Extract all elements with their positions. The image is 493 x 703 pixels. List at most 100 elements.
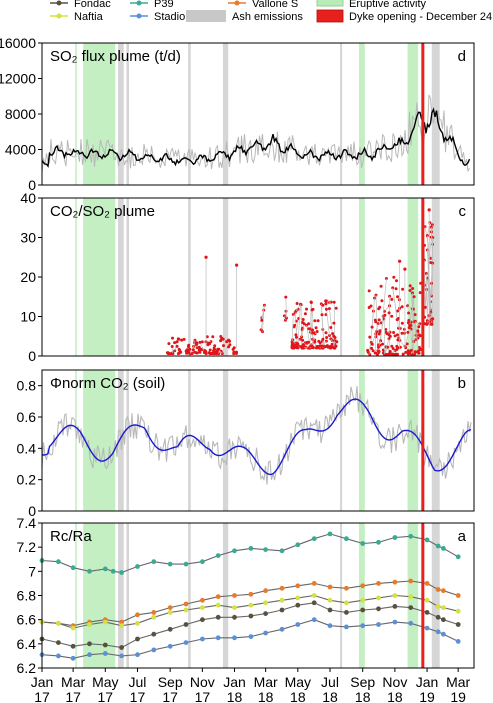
ratio-point: [295, 335, 298, 339]
ratio-point: [299, 345, 303, 349]
legend-item-fondac: Fondac: [50, 0, 111, 10]
legend-label-fondac: Fondac: [74, 0, 111, 10]
point-stadio: [70, 655, 76, 661]
point-stadio: [232, 635, 237, 641]
y-tick-label: 7.2: [17, 539, 37, 555]
ratio-point: [283, 318, 287, 322]
point-naftia: [279, 597, 285, 603]
ratio-connector: [310, 302, 312, 333]
point-fondac: [70, 643, 76, 649]
point-p39: [263, 547, 268, 552]
point-stadio: [392, 619, 398, 625]
point-naftia: [70, 625, 76, 631]
ratio-point: [384, 277, 388, 280]
point-vallone: [360, 583, 366, 589]
point-naftia: [295, 595, 301, 601]
ratio-point: [177, 351, 181, 355]
ratio-point: [378, 329, 382, 333]
point-fondac: [360, 607, 366, 613]
point-fondac: [295, 602, 301, 608]
point-stadio: [441, 631, 446, 637]
eruptive-band: [75, 370, 77, 511]
ratio-point: [175, 344, 179, 348]
ratio-point: [412, 340, 416, 343]
point-vallone: [183, 601, 189, 607]
point-stadio: [295, 622, 301, 627]
legend-label-vallone: Vallone S: [252, 0, 298, 10]
point-stadio: [327, 623, 333, 629]
panel-frame: [41, 197, 475, 357]
legend-label-p39: P39: [154, 0, 174, 10]
ratio-point: [317, 344, 321, 348]
y-tick-label: 0: [28, 348, 36, 364]
ratio-point: [406, 349, 410, 353]
ratio-point: [370, 346, 374, 350]
panel-title: Rc/Ra: [50, 528, 92, 545]
ratio-point: [392, 331, 396, 334]
y-tick-label: 8000: [5, 106, 36, 122]
point-naftia: [200, 605, 205, 610]
y-tick-label: 0.4: [17, 440, 37, 456]
ratio-point: [177, 347, 181, 351]
ratio-point: [173, 349, 177, 353]
point-fondac: [200, 617, 205, 623]
ash-band: [340, 523, 343, 668]
ratio-point: [260, 318, 264, 322]
point-stadio: [376, 622, 381, 627]
point-fondac: [167, 626, 173, 632]
point-vallone: [167, 605, 173, 610]
legend-marker-naftia: [56, 13, 62, 19]
legend-swatch-ash: [186, 10, 226, 22]
ratio-point: [173, 341, 177, 345]
ratio-connector: [425, 273, 428, 321]
point-fondac: [102, 642, 108, 648]
point-fondac: [135, 636, 140, 642]
ash-band: [117, 198, 124, 356]
point-stadio: [435, 629, 441, 635]
ratio-point: [328, 346, 332, 350]
point-vallone: [408, 578, 414, 584]
ratio-point: [219, 339, 223, 343]
ratio-point: [407, 319, 411, 322]
ratio-connector: [261, 305, 265, 321]
ratio-connector: [409, 325, 414, 354]
ratio-point: [187, 350, 190, 354]
ratio-point: [335, 340, 339, 344]
ratio-point: [428, 320, 432, 324]
ratio-point: [321, 303, 325, 307]
ratio-point: [182, 337, 186, 341]
point-p39: [151, 559, 157, 565]
legend: Fondac P39 Vallone S Eruptive activity N…: [50, 0, 492, 23]
ratio-point: [324, 307, 328, 311]
ratio-point: [406, 321, 410, 325]
panel-letter: d: [458, 48, 466, 65]
ratio-point: [221, 337, 225, 341]
ratio-point: [228, 339, 232, 343]
point-vallone: [435, 587, 441, 592]
point-vallone: [441, 588, 446, 594]
ratio-connector: [372, 323, 379, 345]
ash-band: [117, 43, 124, 185]
point-fondac: [56, 640, 61, 645]
legend-swatch-dyke: [316, 9, 344, 23]
ratio-point: [407, 326, 411, 330]
ratio-point: [396, 333, 399, 337]
point-fondac: [87, 641, 92, 647]
point-fondac: [327, 607, 333, 613]
point-p39: [232, 548, 237, 554]
x-tick-label-month: Nov: [190, 674, 215, 690]
ratio-point: [301, 343, 305, 347]
ratio-point: [216, 347, 220, 351]
panel-a: 6.26.46.66.877.27.4Rc/Ra aJan17Mar17May17…: [17, 515, 475, 703]
x-tick-label-year: 17: [34, 689, 50, 703]
point-p39: [215, 553, 221, 558]
point-naftia: [435, 604, 441, 609]
point-vallone: [232, 593, 237, 598]
x-tick-label-year: 18: [227, 689, 243, 703]
ratio-point: [324, 302, 328, 306]
point-stadio: [135, 652, 140, 658]
ratio-point: [425, 321, 429, 325]
point-fondac: [376, 606, 381, 612]
legend-label-dyke: Dyke opening - December 24: [349, 11, 492, 23]
point-p39: [392, 535, 398, 540]
